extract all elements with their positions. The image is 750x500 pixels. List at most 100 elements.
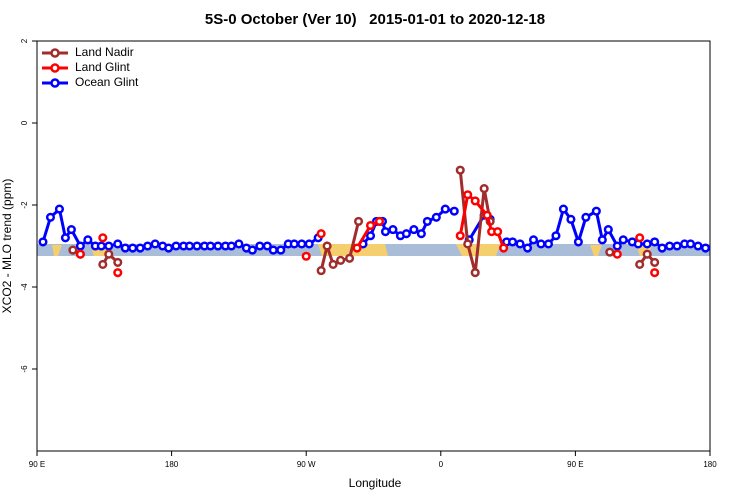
point (120, 243, 130, 253)
point (213, 241, 223, 251)
point (409, 225, 419, 235)
point (470, 196, 480, 206)
point (365, 220, 376, 231)
point (150, 239, 160, 249)
point (54, 204, 64, 214)
point (665, 241, 675, 251)
point (184, 241, 195, 251)
point (316, 229, 326, 239)
legend-label: Ocean Glint (75, 75, 139, 89)
y-tick-label: -4 (20, 283, 29, 291)
point (536, 239, 546, 249)
point (573, 237, 583, 247)
point (650, 257, 660, 267)
point (104, 241, 114, 251)
point (380, 227, 391, 237)
point (316, 266, 326, 276)
point (642, 239, 652, 249)
point (440, 204, 450, 214)
point (618, 235, 628, 245)
point (401, 229, 411, 239)
point (522, 243, 533, 253)
point (234, 239, 244, 249)
point (45, 212, 56, 222)
point (493, 227, 503, 237)
point (104, 249, 114, 259)
point (597, 235, 607, 245)
point (365, 231, 376, 241)
point (98, 259, 108, 270)
x-tick-label: 0 (439, 460, 444, 469)
point (431, 212, 441, 222)
legend-label: Land Nadir (75, 45, 134, 59)
point (83, 235, 93, 245)
point (508, 237, 518, 247)
point (247, 245, 257, 255)
point (388, 225, 398, 235)
x-tick-label: 180 (165, 460, 179, 469)
point (276, 245, 286, 255)
point (322, 241, 332, 251)
point (635, 259, 645, 270)
point (581, 212, 591, 222)
chart-title: 5S-0 October (Ver 10) 2015-01-01 to 2020… (205, 11, 545, 28)
plot-frame (36, 40, 711, 452)
point (700, 243, 711, 253)
point (422, 216, 432, 226)
point (657, 243, 667, 253)
point (128, 243, 138, 253)
point (192, 241, 202, 251)
point (603, 225, 613, 235)
point (693, 241, 703, 251)
point (164, 243, 174, 253)
point (60, 233, 70, 243)
point (75, 249, 85, 259)
y-axis-label: XCO2 - MLO trend (ppm) (0, 179, 14, 314)
point (515, 239, 525, 249)
point (255, 241, 265, 251)
point (558, 204, 568, 214)
x-axis-label: Longitude (349, 476, 402, 490)
point (635, 233, 645, 243)
point (205, 241, 216, 251)
point (463, 239, 473, 249)
point (499, 243, 509, 253)
point (143, 241, 153, 251)
point (605, 247, 615, 257)
point (328, 259, 338, 270)
point (353, 216, 364, 226)
point (479, 184, 489, 194)
point (463, 190, 473, 200)
y-tick-label: 2 (20, 38, 29, 43)
point (113, 268, 123, 278)
point (301, 251, 311, 261)
legend-marker (50, 63, 60, 73)
point (268, 245, 278, 255)
point (289, 239, 299, 249)
legend-label: Land Glint (75, 60, 130, 74)
point (642, 249, 652, 259)
land-shape (590, 245, 602, 256)
point (345, 253, 355, 263)
x-tick-label: 180 (703, 460, 717, 469)
point (482, 210, 492, 220)
point (297, 239, 307, 249)
point (650, 268, 660, 278)
point (98, 233, 108, 243)
point (66, 225, 76, 235)
point (612, 249, 622, 259)
legend-marker (50, 48, 60, 58)
point (470, 268, 480, 278)
point (566, 214, 576, 224)
point (113, 257, 123, 267)
point (226, 241, 236, 251)
point (686, 239, 696, 249)
point (75, 241, 85, 251)
point (455, 165, 465, 175)
point (374, 216, 385, 226)
point (672, 241, 682, 251)
point (38, 237, 48, 247)
point (591, 206, 601, 216)
point (416, 229, 426, 239)
